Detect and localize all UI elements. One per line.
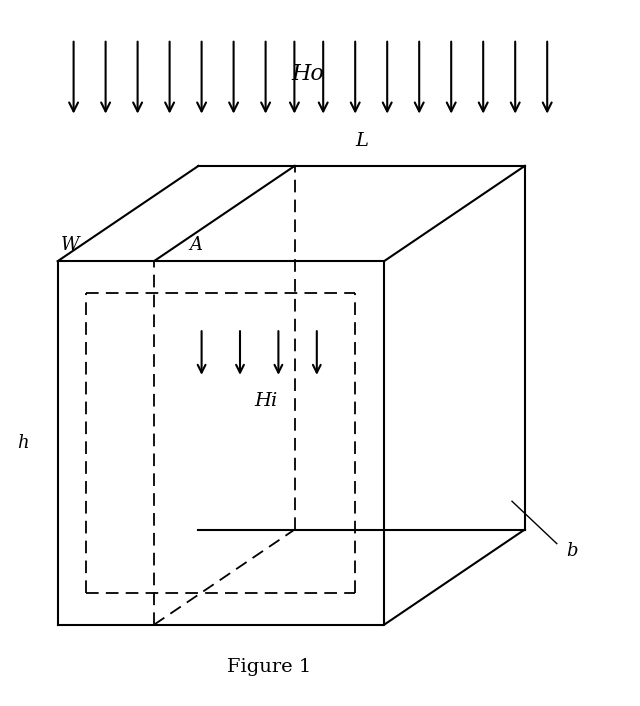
Text: h: h [17,434,29,452]
Text: Ho: Ho [291,63,324,85]
Text: W: W [61,237,79,254]
Text: A: A [189,237,202,254]
Text: b: b [566,542,578,560]
Text: L: L [355,133,368,150]
Text: Hi: Hi [254,392,277,409]
Text: Figure 1: Figure 1 [227,658,311,676]
